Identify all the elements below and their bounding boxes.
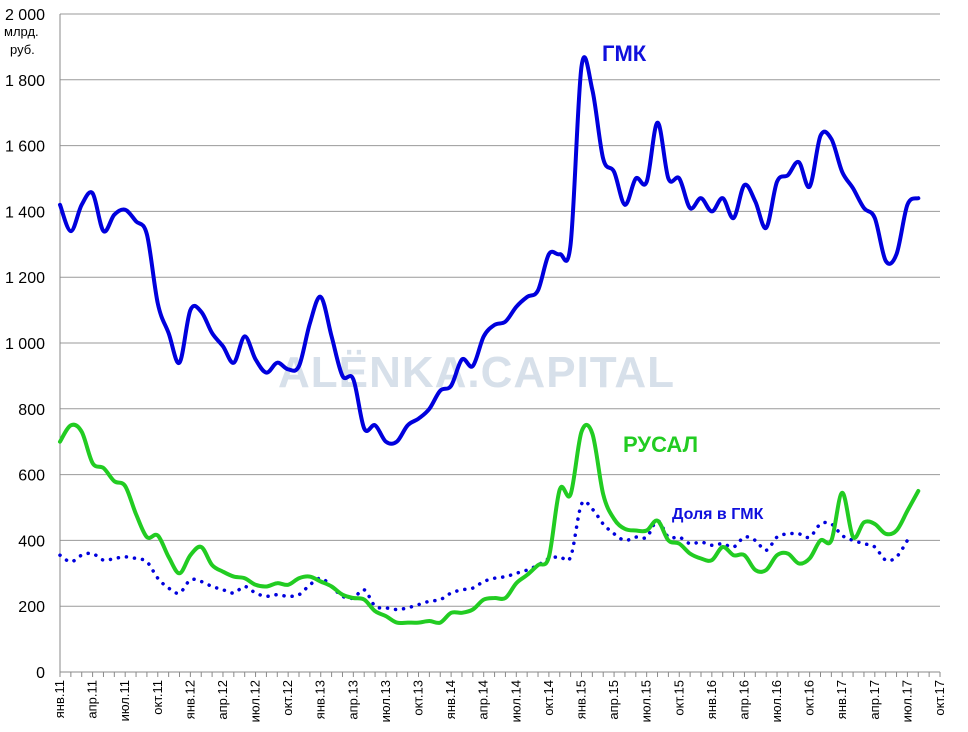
x-tick-labels: янв.11 апр.11 июл.11 окт.11 янв.12 апр.12 июл.… [52, 680, 947, 722]
y-tick-label: 0 [36, 665, 45, 682]
x-tick-label: янв.16 [704, 680, 719, 719]
y-tick-label: 1 200 [5, 270, 45, 287]
x-tick-label: окт.14 [541, 680, 556, 716]
axes [59, 14, 941, 677]
x-tick-label: апр.12 [215, 680, 230, 720]
share-annotation: Доля в ГМК [672, 506, 764, 523]
y-tick-label: 2 000 [5, 7, 45, 24]
x-tick-label: июл.11 [117, 680, 132, 721]
x-tick-label: янв.14 [443, 680, 458, 719]
y-tick-label: 200 [18, 599, 45, 616]
y-tick-label: 1 000 [5, 336, 45, 353]
x-tick-label: апр.13 [345, 680, 360, 720]
x-tick-label: окт.16 [802, 680, 817, 716]
x-tick-label: окт.15 [671, 680, 686, 716]
x-tick-label: апр.15 [606, 680, 621, 720]
x-tick-label: янв.12 [182, 680, 197, 719]
x-tick-label: апр.14 [476, 680, 491, 720]
y-tick-labels: 0 200 400 600 800 1 000 1 200 1 400 1 600 1 800 2 … [5, 7, 45, 682]
x-tick-label: июл.12 [248, 680, 263, 722]
y-tick-label: 1 800 [5, 73, 45, 90]
y-tick-label: 1 600 [5, 139, 45, 156]
x-tick-label: июл.17 [899, 680, 914, 722]
x-tick-label: июл.16 [769, 680, 784, 722]
y-tick-label: 800 [18, 402, 45, 419]
x-tick-label: янв.17 [834, 680, 849, 719]
series-group [58, 55, 921, 626]
y-tick-label: 400 [18, 533, 45, 550]
x-tick-label: апр.11 [85, 680, 100, 719]
x-tick-label: июл.14 [508, 680, 523, 722]
x-tick-label: янв.11 [52, 680, 67, 718]
x-tick-label: апр.16 [736, 680, 751, 720]
x-tick-label: янв.15 [573, 680, 588, 719]
y-tick-label: 600 [18, 468, 45, 485]
x-tick-label: окт.17 [932, 680, 947, 716]
x-tick-label: июл.13 [378, 680, 393, 722]
y-tick-label: 1 400 [5, 204, 45, 221]
rusal-line [58, 422, 921, 626]
grid-lines [60, 13, 940, 607]
x-tick-label: июл.15 [639, 680, 654, 722]
gmk-annotation: ГМК [602, 41, 647, 66]
x-tick-label: окт.11 [150, 680, 165, 715]
x-tick-label: окт.13 [411, 680, 426, 716]
rusal-annotation: РУСАЛ [623, 432, 698, 457]
y-axis-label-line1: млрд. [4, 24, 39, 39]
y-axis-label-line2: руб. [10, 42, 35, 57]
x-tick-label: апр.17 [867, 680, 882, 720]
x-tick-label: янв.13 [313, 680, 328, 719]
gmk-line [58, 55, 921, 446]
share-line [58, 499, 910, 612]
x-tick-label: окт.12 [280, 680, 295, 716]
